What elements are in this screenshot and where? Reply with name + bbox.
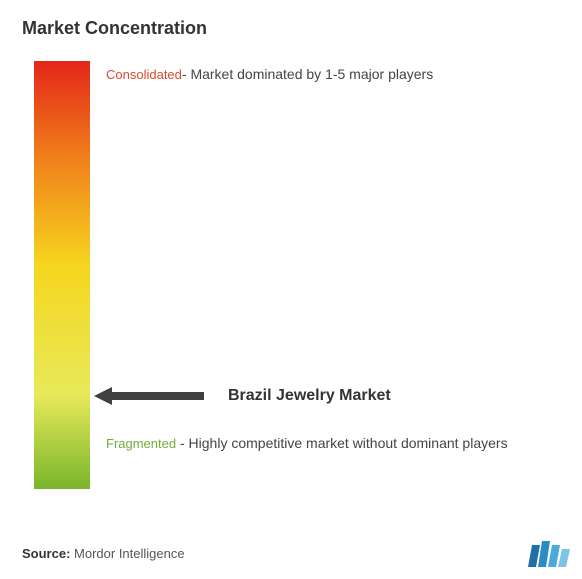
chart-area: Consolidated- Market dominated by 1-5 ma… [22,61,560,491]
source-line: Source: Mordor Intelligence [22,546,185,561]
consolidated-desc: - Market dominated by 1-5 major players [182,66,433,82]
arrow-left-icon [94,387,204,405]
fragmented-desc: - Highly competitive market without domi… [180,435,508,451]
consolidated-key: Consolidated [106,67,182,82]
concentration-gradient-bar [34,61,90,489]
source-key: Source: [22,546,70,561]
mordor-logo-icon [526,539,572,567]
source-value: Mordor Intelligence [74,546,185,561]
consolidated-label: Consolidated- Market dominated by 1-5 ma… [106,65,433,85]
fragmented-label: Fragmented - Highly competitive market w… [106,433,550,454]
chart-title: Market Concentration [22,18,560,39]
fragmented-key: Fragmented [106,436,176,451]
market-name: Brazil Jewelry Market [228,387,391,405]
market-marker: Brazil Jewelry Market [94,387,391,405]
